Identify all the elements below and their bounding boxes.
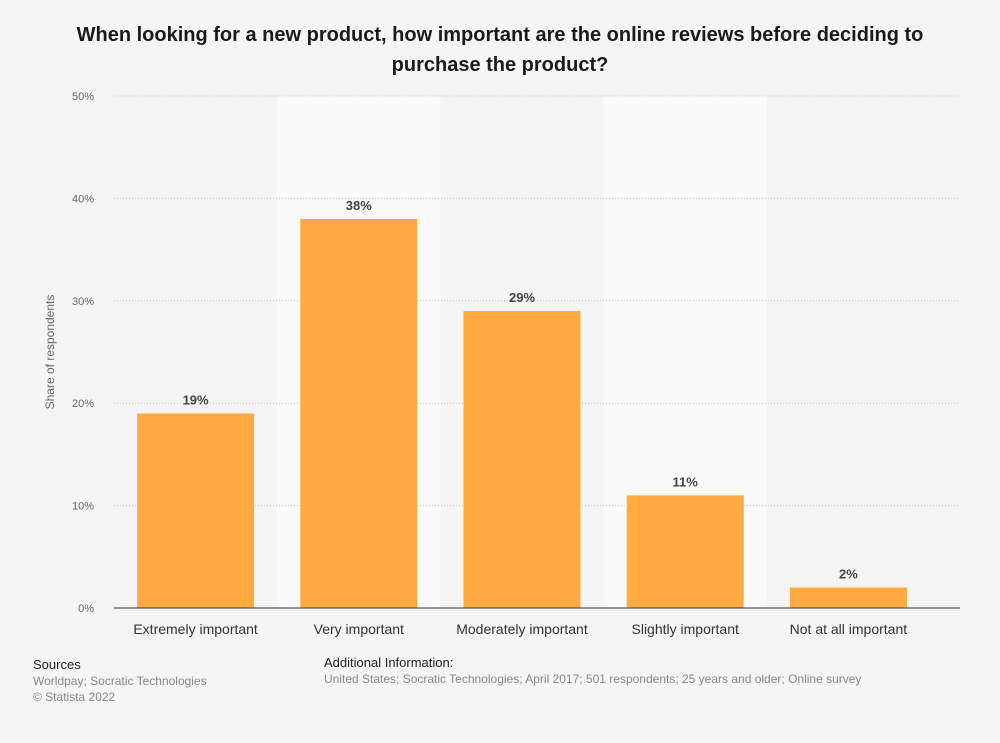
bar: [300, 218, 418, 608]
bar: [463, 311, 581, 608]
data-label: 38%: [346, 198, 372, 213]
data-label: 2%: [839, 567, 858, 582]
data-label: 29%: [509, 290, 535, 305]
y-tick-label: 40%: [72, 193, 94, 205]
x-tick-label: Extremely important: [133, 621, 258, 637]
copyright-line: © Statista 2022: [33, 690, 116, 704]
x-tick-label: Very important: [314, 621, 404, 637]
data-label: 11%: [673, 474, 699, 489]
y-tick-label: 10%: [72, 501, 94, 513]
sources-block: Sources Worldpay; Socratic Technologies …: [33, 657, 207, 705]
y-axis-label: Share of respondents: [43, 295, 57, 410]
additional-info-heading: Additional Information:: [324, 655, 454, 670]
bar-chart: 0% 10% 20% 30% 40% 50% 19% Extremely important 3…: [43, 91, 960, 637]
chart-title: When looking for a new product, how impo…: [76, 24, 924, 76]
additional-info-block: Additional Information: United States; S…: [324, 655, 861, 687]
x-tick-label: Slightly important: [632, 621, 739, 637]
additional-info-text: United States; Socratic Technologies; Ap…: [324, 672, 862, 686]
sources-line: Worldpay; Socratic Technologies: [33, 674, 207, 688]
y-tick-label: 20%: [72, 398, 94, 410]
bar: [626, 495, 744, 608]
sources-heading: Sources: [33, 657, 81, 672]
data-label: 19%: [183, 392, 209, 407]
x-tick-label: Not at all important: [790, 621, 908, 637]
y-tick-label: 30%: [72, 296, 94, 308]
y-tick-label: 0%: [78, 603, 94, 615]
x-tick-label: Moderately important: [456, 621, 588, 637]
bar: [137, 413, 255, 608]
y-tick-label: 50%: [72, 91, 94, 103]
bar: [789, 587, 907, 608]
